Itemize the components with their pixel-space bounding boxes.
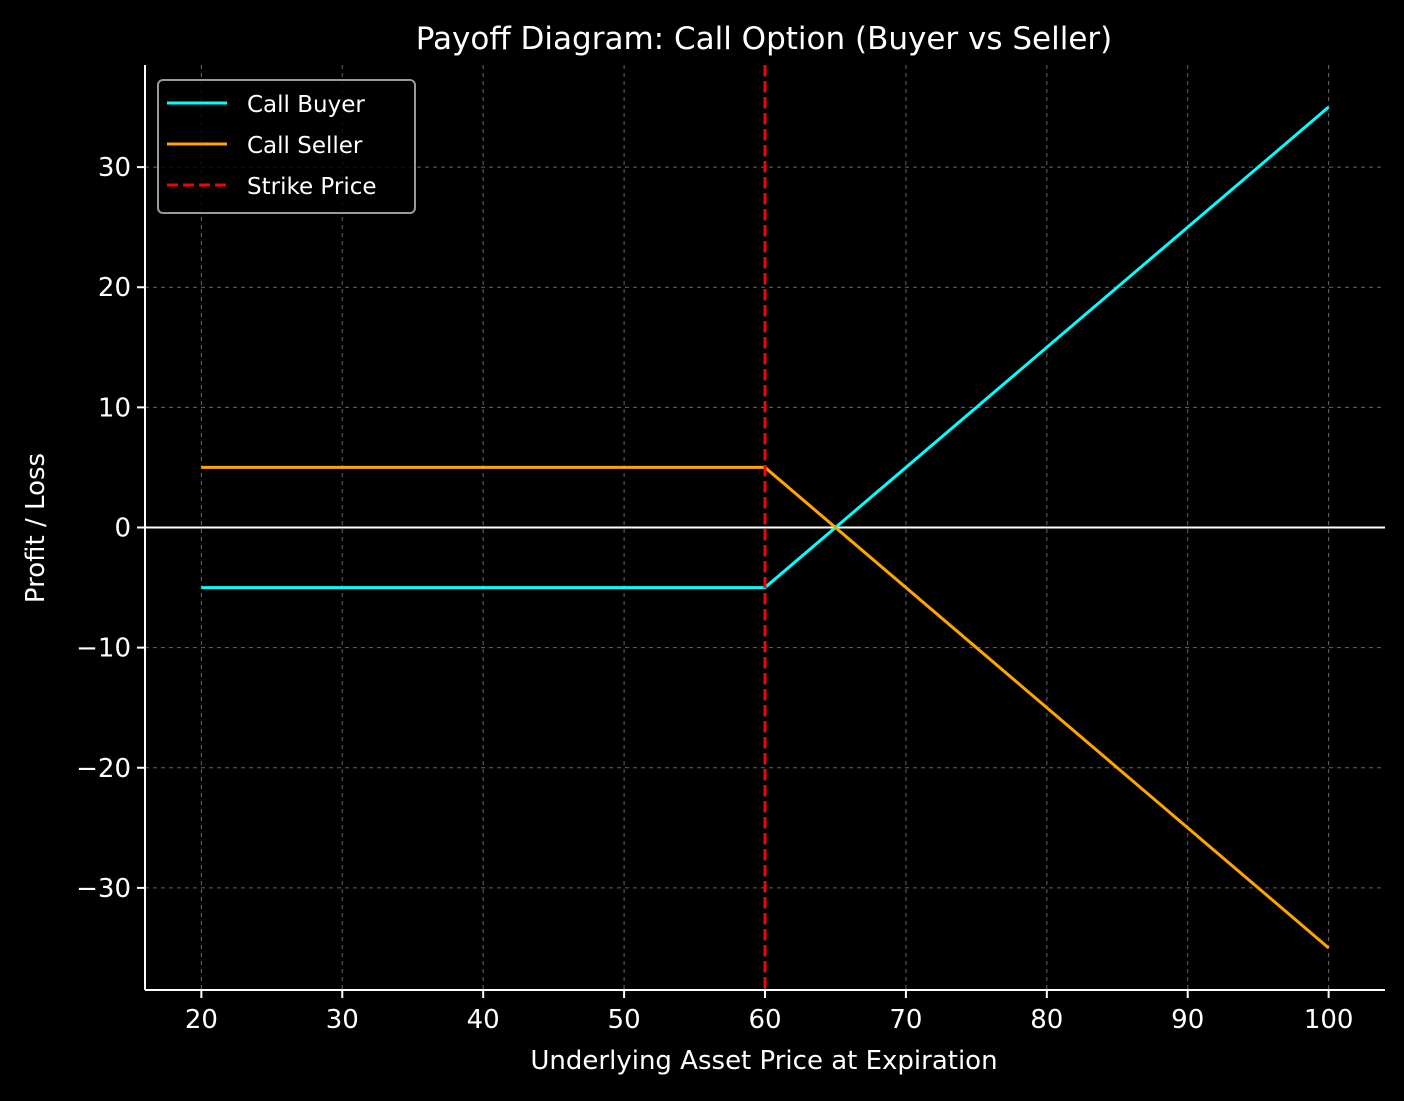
series-lines [145,65,1385,990]
y-tick-label: −10 [76,634,131,664]
y-tick-label: −20 [76,754,131,784]
x-axis-label: Underlying Asset Price at Expiration [530,1046,997,1076]
y-tick-label: −30 [76,874,131,904]
x-tick-label: 20 [185,1005,218,1035]
legend-label-call-seller: Call Seller [247,133,363,159]
x-tick-label: 90 [1171,1005,1204,1035]
ticks: 20 30 40 50 60 70 80 90 100 −30 −20 −10 0 10 20 30 [76,153,1353,1035]
x-tick-label: 60 [748,1005,781,1035]
legend-label-call-buyer: Call Buyer [247,92,365,118]
x-tick-label: 40 [467,1005,500,1035]
legend-box [157,79,416,214]
chart-title: Payoff Diagram: Call Option (Buyer vs Se… [416,21,1113,57]
y-axis-label: Profit / Loss [21,453,51,603]
y-tick-label: 0 [114,514,131,544]
y-tick-label: 10 [98,393,131,423]
x-tick-label: 70 [889,1005,922,1035]
x-tick-label: 30 [326,1005,359,1035]
y-tick-label: 20 [98,273,131,303]
legend: Call Buyer Call Seller Strike Price [157,79,416,214]
x-tick-label: 80 [1030,1005,1063,1035]
y-tick-label: 30 [98,153,131,183]
x-tick-label: 50 [608,1005,641,1035]
x-tick-label: 100 [1304,1005,1354,1035]
legend-label-strike-price: Strike Price [247,174,377,200]
